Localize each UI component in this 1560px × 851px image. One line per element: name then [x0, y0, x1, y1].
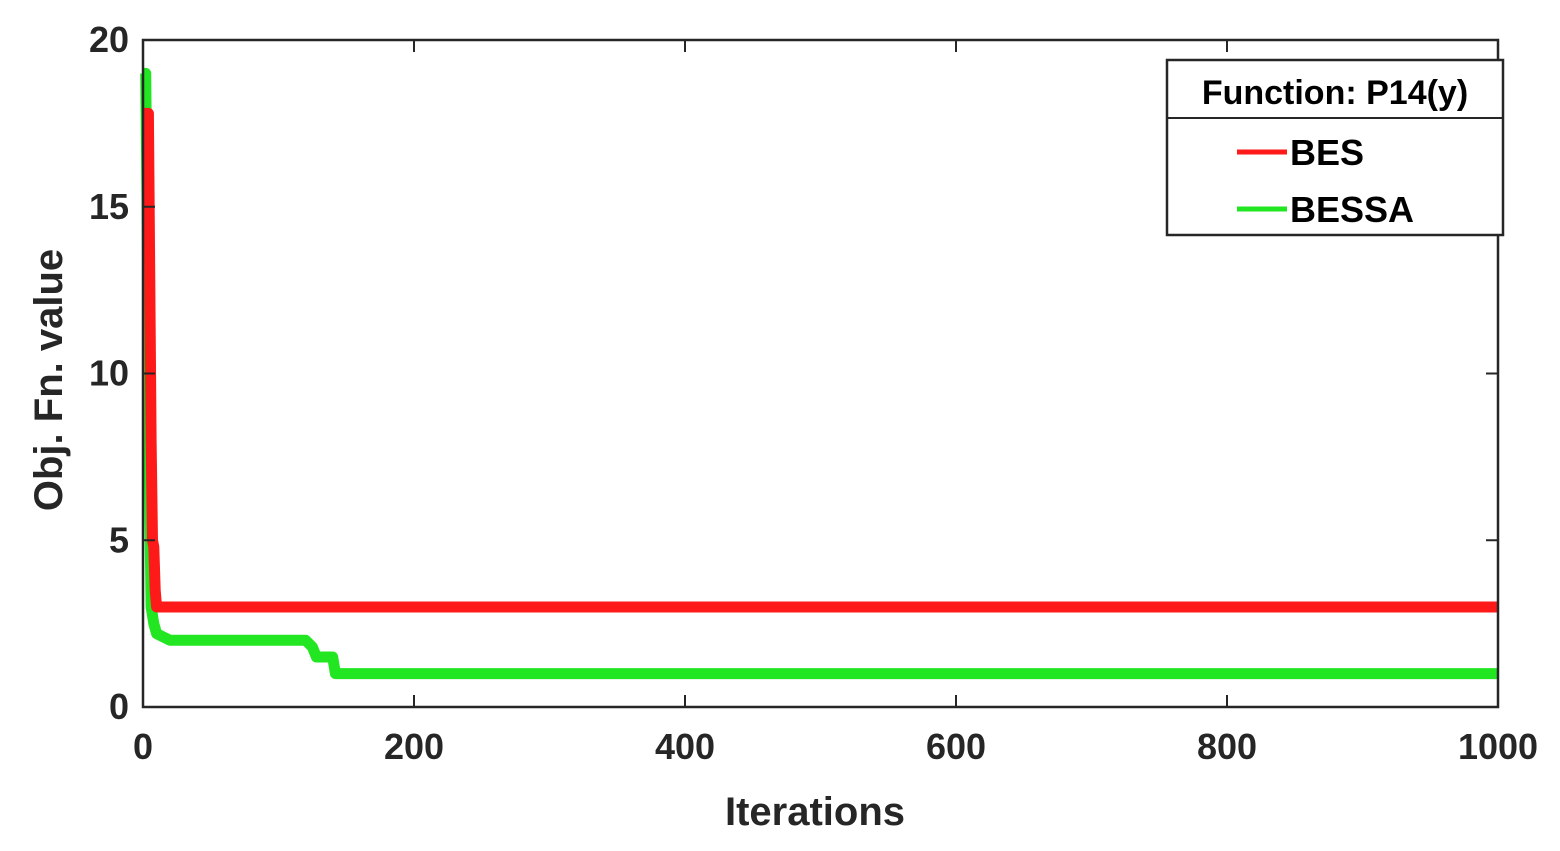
- y-tick-label: 15: [89, 186, 129, 227]
- series-line-bes: [142, 107, 1498, 613]
- legend-label-bes: BES: [1290, 132, 1364, 173]
- y-axis: 0 5 10 15 20: [89, 19, 1498, 727]
- y-tick-label: 10: [89, 353, 129, 394]
- legend-items: BES BESSA: [1237, 132, 1414, 230]
- x-tick-label: 200: [384, 726, 444, 767]
- x-tick-label: 600: [926, 726, 986, 767]
- x-axis-label: Iterations: [725, 790, 905, 834]
- x-tick-label: 0: [133, 726, 153, 767]
- legend-label-bessa: BESSA: [1290, 189, 1414, 230]
- legend: Function: P14(y) BES BESSA: [1165, 58, 1505, 237]
- legend-box: [1165, 58, 1505, 237]
- legend-title: Function: P14(y): [1202, 74, 1468, 112]
- y-tick-label: 5: [109, 519, 129, 560]
- y-axis-label: Obj. Fn. value: [27, 249, 71, 511]
- x-tick-label: 1000: [1458, 726, 1538, 767]
- x-axis: 0 200 400 600 800 1000: [133, 40, 1538, 767]
- y-tick-label: 20: [89, 19, 129, 60]
- y-tick-label: 0: [109, 686, 129, 727]
- x-tick-label: 800: [1197, 726, 1257, 767]
- x-tick-label: 400: [655, 726, 715, 767]
